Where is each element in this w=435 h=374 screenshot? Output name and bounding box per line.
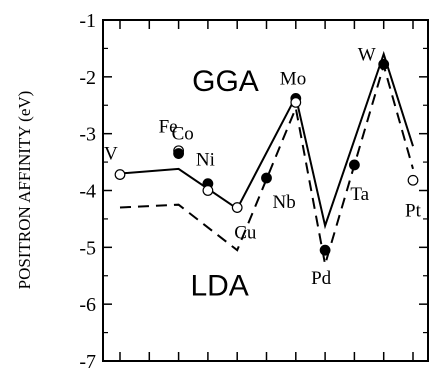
point-label-pt: Pt	[405, 200, 422, 221]
y-tick-label: -4	[79, 181, 96, 203]
point-label-nb: Nb	[273, 192, 296, 213]
y-tick-label: -6	[79, 294, 96, 316]
data-point-ta	[349, 159, 360, 171]
data-point-co	[173, 148, 185, 159]
data-point	[202, 185, 214, 196]
point-label-co: Co	[172, 124, 194, 145]
point-label-w: W	[358, 44, 376, 65]
x-axis-ticks	[119, 20, 414, 361]
data-point-cu	[231, 202, 243, 213]
data-point-pt	[407, 174, 419, 186]
point-label-pd: Pd	[311, 268, 332, 289]
point-label-ni: Ni	[196, 150, 215, 171]
series-lines	[119, 50, 414, 265]
data-point-v	[114, 169, 126, 180]
annotation-gga: GGA	[192, 65, 259, 98]
annotations: GGA LDA	[190, 65, 258, 303]
y-axis-tick-labels: -1 -2 -3 -4 -5 -6 -7	[79, 10, 96, 373]
point-label-v: V	[104, 144, 118, 165]
y-tick-label: -2	[79, 67, 96, 89]
y-tick-label: -1	[79, 10, 96, 32]
data-point-pd	[319, 244, 331, 256]
point-label-mo: Mo	[280, 68, 306, 89]
data-point-nb	[261, 172, 272, 184]
point-label-fe: Fe	[159, 117, 178, 138]
y-axis-title: POSITRON AFFINITY (eV)	[15, 91, 34, 290]
y-tick-label: -5	[79, 237, 96, 259]
y-tick-label: -7	[79, 351, 96, 373]
data-point-w	[378, 58, 390, 70]
plot-frame	[102, 19, 429, 362]
data-point	[290, 97, 302, 108]
data-points	[114, 58, 419, 256]
y-tick-label: -3	[79, 124, 96, 146]
y-axis-ticks	[103, 19, 428, 362]
point-label-cu: Cu	[234, 223, 257, 244]
annotation-lda: LDA	[190, 270, 248, 303]
point-label-ta: Ta	[350, 184, 369, 205]
